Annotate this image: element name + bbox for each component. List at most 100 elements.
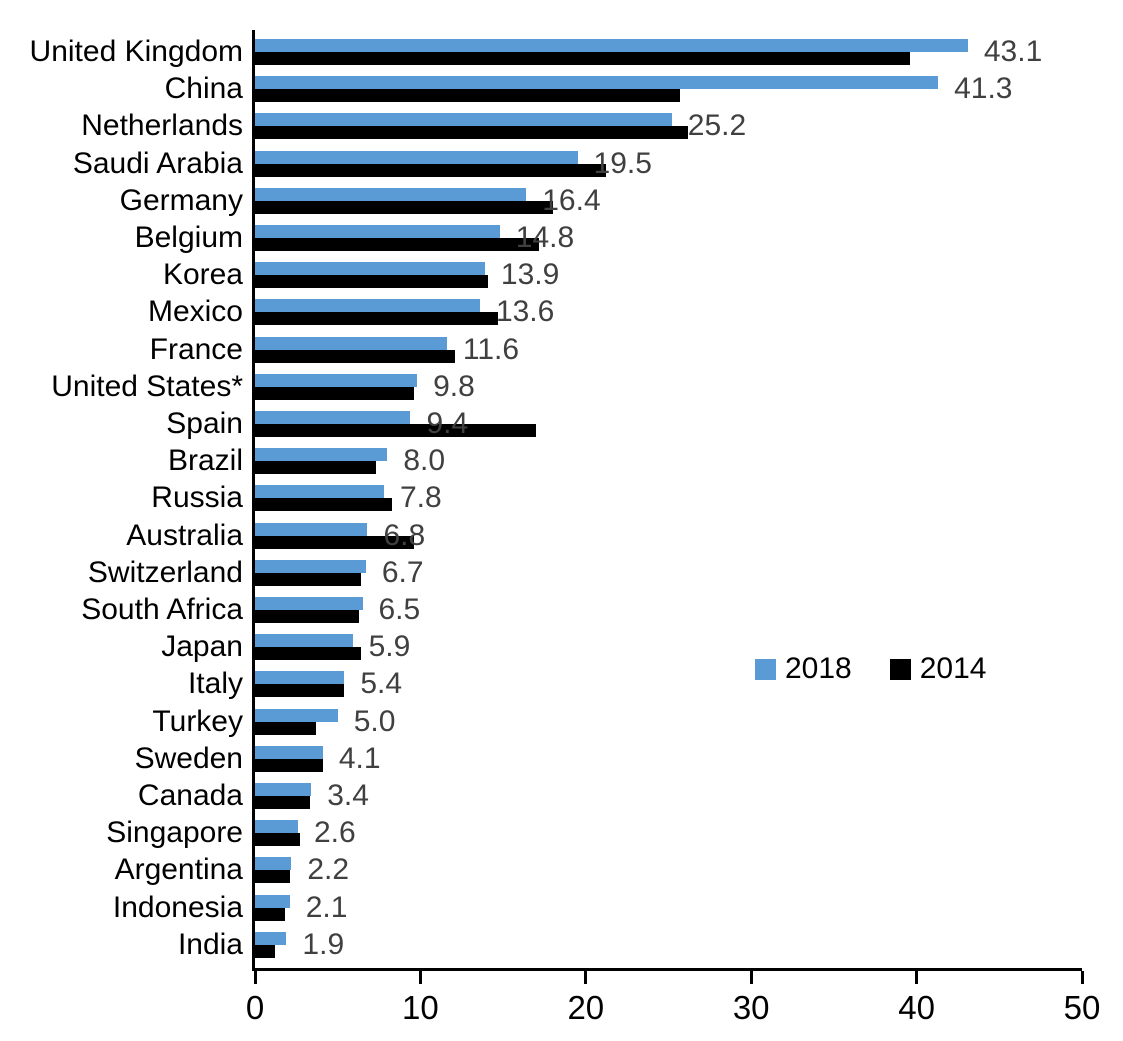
bar-2018 — [255, 262, 485, 276]
bar-2018 — [255, 559, 366, 573]
data-label: 43.1 — [983, 35, 1043, 68]
data-label: 6.8 — [383, 518, 426, 552]
legend-item-2018: 2018 — [755, 654, 852, 684]
category-label: Germany — [119, 183, 243, 217]
bar-2018 — [255, 485, 384, 499]
legend-swatch-2018 — [755, 658, 776, 680]
bar-2014 — [255, 126, 689, 140]
category-label: Mexico — [147, 295, 243, 329]
category-label: Brazil — [167, 444, 243, 478]
category-label: United Kingdom — [29, 35, 243, 68]
bar-2014 — [255, 312, 499, 326]
data-label: 5.4 — [360, 667, 403, 701]
data-label: 16.4 — [542, 183, 601, 217]
x-axis-tick — [584, 971, 588, 984]
bar-2018 — [255, 411, 411, 424]
bar-2014 — [255, 610, 360, 623]
bar-2018 — [255, 299, 480, 313]
data-label: 9.8 — [433, 369, 475, 403]
data-label: 1.9 — [302, 927, 345, 961]
bar-2014 — [255, 944, 275, 958]
bar-2018 — [255, 783, 312, 796]
x-axis-tick-label: 50 — [1063, 989, 1101, 1026]
bar-2018 — [255, 336, 447, 350]
bar-2018 — [255, 671, 345, 685]
category-label: Netherlands — [81, 109, 243, 143]
bar-2014 — [255, 535, 414, 549]
bar-2014 — [255, 498, 393, 512]
category-label: Japan — [161, 630, 243, 664]
bar-2018 — [255, 187, 527, 201]
bar-2014 — [255, 647, 361, 661]
x-axis-line — [252, 968, 1082, 971]
x-axis-tick-label: 0 — [245, 989, 265, 1026]
bar-2018 — [255, 820, 298, 834]
x-axis-tick — [915, 971, 919, 984]
category-label: Spain — [166, 407, 243, 440]
bar-2014 — [255, 758, 323, 772]
data-label: 6.7 — [381, 555, 424, 589]
category-label: China — [164, 72, 243, 106]
bar-2014 — [255, 424, 537, 437]
x-axis-tick — [253, 971, 257, 984]
bar-2014 — [255, 163, 606, 177]
category-label: Singapore — [106, 816, 243, 850]
bar-2018 — [255, 39, 968, 52]
data-label: 2.6 — [314, 816, 356, 850]
bar-2018 — [255, 373, 418, 387]
data-label: 11.6 — [462, 332, 520, 366]
bar-2014 — [255, 796, 310, 809]
bar-2014 — [255, 721, 317, 735]
data-label: 5.9 — [368, 630, 411, 664]
category-label: Canada — [137, 779, 243, 812]
bar-2018 — [255, 448, 388, 462]
bar-2014 — [255, 275, 489, 289]
bar-2014 — [255, 833, 300, 847]
data-label: 8.0 — [403, 444, 446, 478]
data-label: 19.5 — [593, 146, 652, 180]
data-label: 4.1 — [338, 741, 381, 775]
bar-2018 — [255, 708, 338, 722]
bar-2014 — [255, 572, 361, 586]
category-label: Belgium — [134, 221, 243, 254]
category-label: Argentina — [114, 853, 243, 887]
category-label: Italy — [187, 667, 243, 701]
bar-2014 — [255, 200, 553, 214]
bar-2014 — [255, 238, 540, 251]
legend-label-2018: 2018 — [785, 652, 852, 685]
bar-2018 — [255, 76, 939, 90]
category-label: Korea — [162, 258, 243, 292]
x-axis-tick-label: 10 — [402, 989, 439, 1026]
data-label: 9.4 — [426, 407, 469, 440]
bar-2018 — [255, 745, 323, 759]
bar-2014 — [255, 684, 345, 698]
bar-2018 — [255, 150, 578, 164]
data-label: 2.2 — [307, 853, 350, 887]
category-label: Russia — [151, 481, 243, 515]
data-label: 25.2 — [687, 109, 747, 143]
x-axis-tick — [749, 971, 753, 984]
data-label: 2.1 — [305, 890, 348, 924]
bar-2018 — [255, 225, 500, 238]
x-axis-tick-label: 20 — [567, 989, 605, 1026]
legend-item-2014: 2014 — [889, 652, 987, 685]
data-label: 5.0 — [353, 704, 396, 738]
bar-2018 — [255, 857, 292, 871]
x-axis-tick — [418, 971, 422, 984]
data-label: 7.8 — [400, 481, 442, 515]
data-label: 13.9 — [500, 258, 560, 292]
bar-2014 — [255, 52, 910, 65]
category-label: South Africa — [81, 593, 243, 626]
legend-swatch-2014 — [889, 658, 911, 680]
y-axis-line — [252, 30, 255, 971]
x-axis-tick — [1080, 971, 1084, 984]
bar-2018 — [255, 113, 672, 127]
x-axis-tick-label: 30 — [732, 989, 770, 1026]
data-label: 6.5 — [378, 593, 421, 626]
category-label: France — [149, 332, 243, 366]
category-label: India — [177, 927, 243, 961]
category-label: United States* — [51, 369, 243, 403]
legend-label-2014: 2014 — [919, 652, 987, 685]
bar-2018 — [255, 522, 368, 536]
